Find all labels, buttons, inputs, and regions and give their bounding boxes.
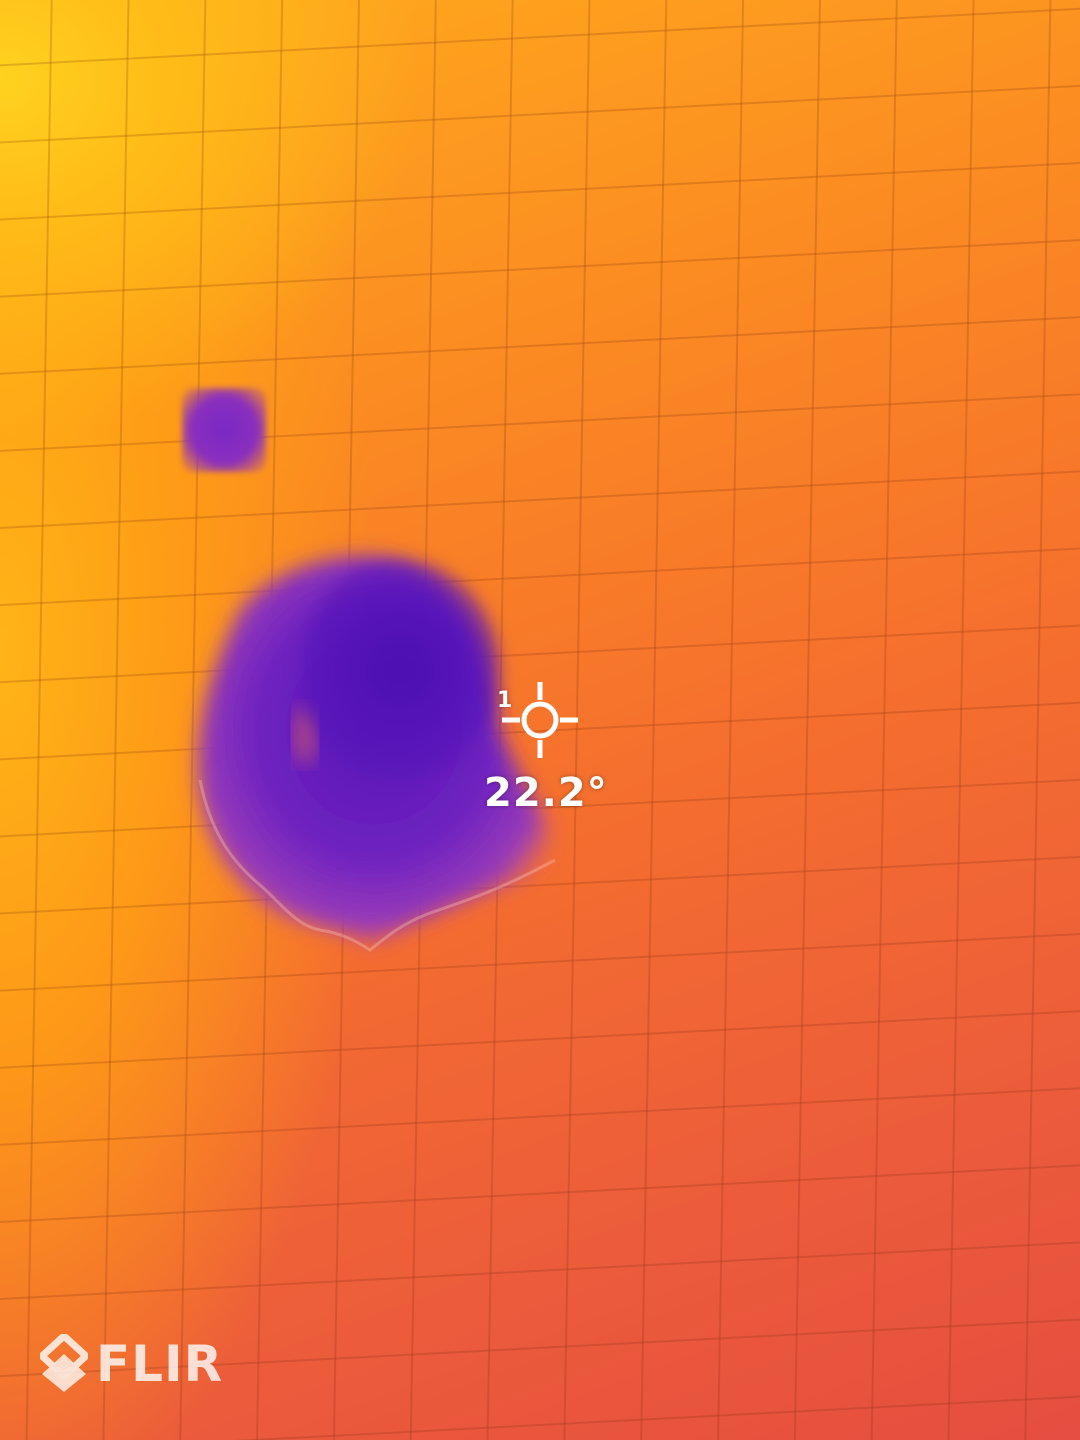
cold-core-region [300, 560, 500, 780]
cold-spot-small [182, 388, 266, 472]
flir-logo-icon [40, 1334, 88, 1394]
brand-watermark: FLIR [40, 1330, 240, 1400]
spot-temperature-readout: 22.2° [484, 770, 608, 816]
brand-name: FLIR [96, 1334, 223, 1394]
spot-meter-index: 1 [497, 688, 512, 713]
